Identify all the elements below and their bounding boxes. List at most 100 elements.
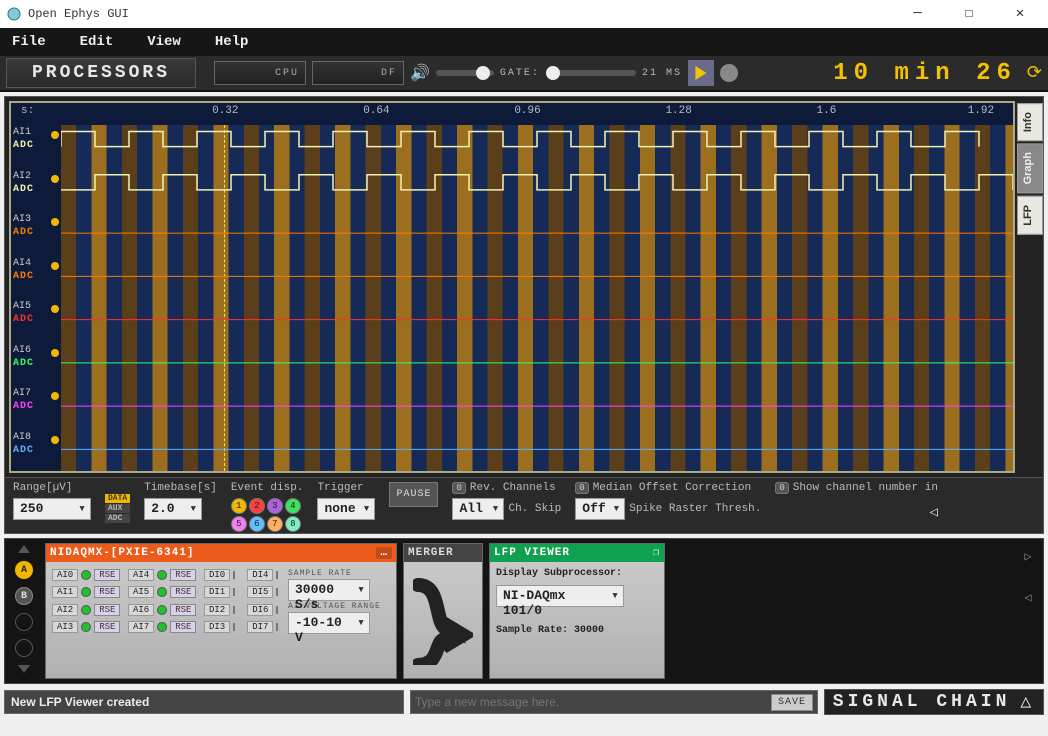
sidetab-info[interactable]: Info [1017, 103, 1043, 141]
sidetab-lfp[interactable]: LFP [1017, 196, 1043, 235]
di-led-icon[interactable] [276, 623, 278, 631]
rail-empty-2[interactable] [15, 639, 33, 657]
channel-dot-icon[interactable] [51, 175, 59, 183]
ai-led-icon[interactable] [157, 570, 167, 580]
back-caret-icon[interactable]: ◁ [930, 505, 938, 521]
di-name: DI5 [247, 586, 273, 598]
rail-empty-1[interactable] [15, 613, 33, 631]
sample-rate-select[interactable]: 30000 S/s [288, 579, 370, 601]
channel-dot-icon[interactable] [51, 218, 59, 226]
menubar: File Edit View Help [0, 28, 1048, 56]
volume-icon[interactable]: 🔊 [410, 63, 430, 83]
chain-next-icon[interactable]: ▷ [1024, 549, 1031, 564]
ai-mode[interactable]: RSE [170, 586, 196, 598]
rev-channels-badge[interactable]: 0 [452, 482, 465, 494]
channel-dot-icon[interactable] [51, 436, 59, 444]
ai-led-icon[interactable] [157, 605, 167, 615]
channel-dot-icon[interactable] [51, 349, 59, 357]
chain-prev-icon[interactable]: ◁ [1024, 590, 1031, 605]
di-led-icon[interactable] [233, 623, 235, 631]
chip-data[interactable]: DATA [105, 494, 130, 503]
shownum-badge[interactable]: 0 [775, 482, 788, 494]
rail-b-button[interactable]: B [15, 587, 33, 605]
event-button-3[interactable]: 3 [267, 498, 283, 514]
median-badge[interactable]: 0 [575, 482, 588, 494]
menu-file[interactable]: File [8, 30, 50, 54]
event-button-7[interactable]: 7 [267, 516, 283, 532]
range-select[interactable]: 250 [13, 498, 91, 520]
spike-off-select[interactable]: Off [575, 498, 625, 520]
volume-slider[interactable] [436, 70, 494, 76]
chip-aux[interactable]: AUX [105, 504, 130, 513]
signal-chain: A B NIDAQMX-[PXIE-6341] … AI0RSEAI4RSEDI… [4, 538, 1044, 684]
event-button-2[interactable]: 2 [249, 498, 265, 514]
event-button-4[interactable]: 4 [285, 498, 301, 514]
event-button-6[interactable]: 6 [249, 516, 265, 532]
event-button-5[interactable]: 5 [231, 516, 247, 532]
gate-slider[interactable] [546, 70, 636, 76]
node-lfpviewer[interactable]: LFP VIEWER ❐ Display Subprocessor: NI-DA… [489, 543, 665, 679]
ai-led-icon[interactable] [81, 570, 91, 580]
chskip-select[interactable]: All [452, 498, 504, 520]
channel-type: ADC [13, 401, 59, 412]
rail-a-button[interactable]: A [15, 561, 33, 579]
rail-up-icon[interactable] [18, 545, 30, 553]
ai-mode[interactable]: RSE [94, 604, 120, 616]
ai-led-icon[interactable] [81, 587, 91, 597]
timebase-select[interactable]: 2.0 [144, 498, 202, 520]
ai-led-icon[interactable] [157, 622, 167, 632]
di-led-icon[interactable] [276, 588, 278, 596]
event-button-1[interactable]: 1 [231, 498, 247, 514]
save-button[interactable]: SAVE [771, 694, 813, 711]
menu-help[interactable]: Help [211, 30, 253, 54]
subproc-select[interactable]: NI-DAQmx 101/0 [496, 585, 624, 607]
menu-view[interactable]: View [143, 30, 185, 54]
sidetab-graph[interactable]: Graph [1017, 143, 1043, 193]
ai-mode[interactable]: RSE [94, 569, 120, 581]
ai-name: AI1 [52, 586, 78, 598]
processors-panel-label[interactable]: PROCESSORS [6, 58, 196, 88]
voltage-range-select[interactable]: -10-10 V [288, 612, 370, 634]
rail-down-icon[interactable] [18, 665, 30, 673]
channel-dot-icon[interactable] [51, 262, 59, 270]
pause-button[interactable]: PAUSE [389, 482, 438, 507]
close-button[interactable]: ✕ [998, 0, 1042, 28]
ai-led-icon[interactable] [81, 605, 91, 615]
lfp-plot[interactable]: s: 0.320.640.961.281.61.92 AI1ADCAI2ADCA… [9, 101, 1015, 473]
ai-name: AI6 [128, 604, 154, 616]
status-message: New LFP Viewer created [4, 690, 404, 714]
ai-mode[interactable]: RSE [94, 621, 120, 633]
channel-dot-icon[interactable] [51, 392, 59, 400]
clock-sync-icon[interactable]: ⟳ [1027, 62, 1042, 84]
message-input[interactable] [415, 695, 771, 709]
ai-mode[interactable]: RSE [170, 604, 196, 616]
maximize-button[interactable]: ☐ [947, 0, 991, 28]
node-merger[interactable]: MERGER [403, 543, 483, 679]
node-nidaq-options-icon[interactable]: … [376, 547, 392, 559]
channel-dot-icon[interactable] [51, 131, 59, 139]
ai-led-icon[interactable] [157, 587, 167, 597]
play-button[interactable] [688, 60, 714, 86]
ai-led-icon[interactable] [81, 622, 91, 632]
time-tick: 1.92 [968, 105, 994, 117]
signal-chain-toggle[interactable]: SIGNAL CHAIN △ [824, 689, 1044, 715]
di-led-icon[interactable] [276, 606, 278, 614]
record-button[interactable] [720, 64, 738, 82]
ai-mode[interactable]: RSE [170, 621, 196, 633]
node-nidaq[interactable]: NIDAQMX-[PXIE-6341] … AI0RSEAI4RSEDI0 DI… [45, 543, 397, 679]
di-led-icon[interactable] [276, 571, 278, 579]
ai-mode[interactable]: RSE [170, 569, 196, 581]
minimize-button[interactable]: ─ [896, 0, 940, 28]
channel-dot-icon[interactable] [51, 305, 59, 313]
node-lfp-window-icon[interactable]: ❐ [653, 547, 660, 559]
di-led-icon[interactable] [233, 606, 235, 614]
di-led-icon[interactable] [233, 571, 235, 579]
di-name: DI1 [204, 586, 230, 598]
chip-adc[interactable]: ADC [105, 514, 130, 523]
ai-mode[interactable]: RSE [94, 586, 120, 598]
di-led-icon[interactable] [233, 588, 235, 596]
menu-edit[interactable]: Edit [76, 30, 118, 54]
trigger-select[interactable]: none [317, 498, 375, 520]
event-button-8[interactable]: 8 [285, 516, 301, 532]
time-tick: 1.28 [665, 105, 691, 117]
